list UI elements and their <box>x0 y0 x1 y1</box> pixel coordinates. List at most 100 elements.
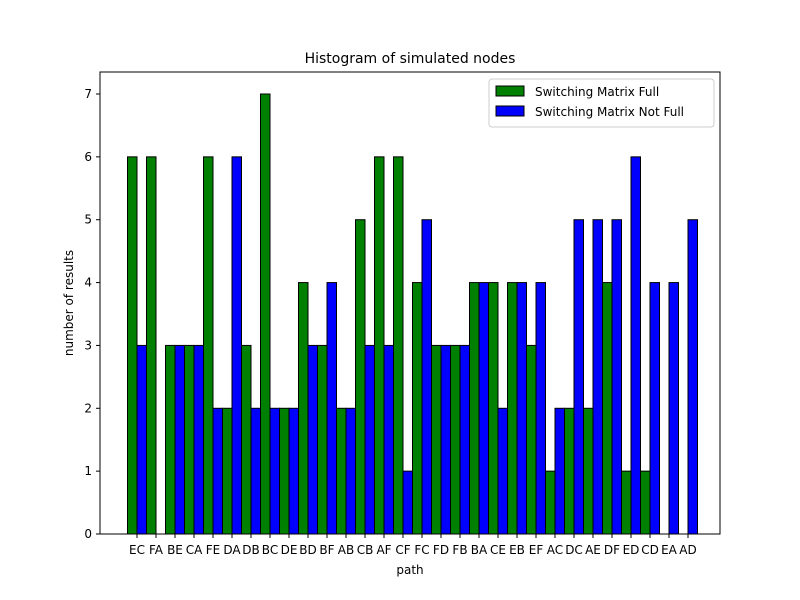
bar-not-full-dc <box>573 219 584 535</box>
x-tick-label-db: DB <box>242 543 259 557</box>
bar-full-df <box>602 282 613 535</box>
bar-full-ba <box>469 282 480 535</box>
legend-frame <box>488 78 715 128</box>
bar-not-full-ab <box>345 407 356 535</box>
bar-not-full-ae <box>592 219 603 535</box>
bar-not-full-bf <box>326 282 337 535</box>
y-axis-ticks: 0 1 2 3 4 5 6 7 <box>84 87 100 541</box>
x-tick-label-cf: CF <box>395 543 410 557</box>
bar-not-full-db <box>250 407 261 535</box>
chart-title: Histogram of simulated nodes <box>305 51 516 67</box>
y-tick-label: 4 <box>84 276 92 290</box>
x-tick-label-be: BE <box>167 543 183 557</box>
bar-full-cd <box>640 470 651 535</box>
x-axis-ticks: EC FA BE CA FE DA DB BC DE BD BF AB CB AF CF FC FD FB BA CE… <box>129 534 697 557</box>
bar-not-full-af <box>383 344 394 535</box>
x-tick-label-ba: BA <box>471 543 488 557</box>
x-tick-label-fd: FD <box>433 543 449 557</box>
bar-not-full-df <box>611 219 622 535</box>
x-tick-label-ef: EF <box>529 543 544 557</box>
y-tick-label: 2 <box>84 401 92 415</box>
bar-full-ae <box>583 407 594 535</box>
legend-label-full: Switching Matrix Full <box>535 85 659 99</box>
x-axis-title: path <box>396 563 423 577</box>
legend: Switching Matrix Full Switching Matrix N… <box>488 78 715 128</box>
x-tick-label-ad: AD <box>679 543 696 557</box>
bar-full-be <box>165 344 176 535</box>
bar-full-bc <box>260 93 271 535</box>
bar-not-full-fe <box>212 407 223 535</box>
bar-not-full-ec <box>136 344 147 535</box>
bar-not-full-bd <box>307 344 318 535</box>
bar-full-cf <box>393 156 404 535</box>
bar-full-de <box>279 407 290 535</box>
x-tick-label-de: DE <box>281 543 298 557</box>
bar-full-af <box>374 156 385 535</box>
bar-full-fc <box>412 282 423 535</box>
bar-not-full-bc <box>269 407 280 535</box>
bar-not-full-ad <box>687 219 698 535</box>
x-tick-label-ce: CE <box>490 543 506 557</box>
bar-full-ef <box>526 344 537 535</box>
bar-not-full-fd <box>440 344 451 535</box>
x-tick-label-ed: ED <box>623 543 640 557</box>
plot-area-frame <box>99 71 721 535</box>
bar-not-full-da <box>231 156 242 535</box>
bar-full-ec <box>127 156 138 535</box>
x-tick-label-dc: DC <box>565 543 583 557</box>
x-tick-label-cd: CD <box>641 543 659 557</box>
x-tick-label-fe: FE <box>206 543 220 557</box>
bar-full-fe <box>203 156 214 535</box>
bar-full-dc <box>564 407 575 535</box>
y-tick-label: 1 <box>84 464 92 478</box>
bar-full-ed <box>621 470 632 535</box>
x-tick-label-ca: CA <box>186 543 203 557</box>
bar-full-bf <box>317 344 328 535</box>
x-tick-label-eb: EB <box>509 543 525 557</box>
bar-not-full-cf <box>402 470 413 535</box>
legend-swatch-full <box>495 85 525 97</box>
bar-not-full-ed <box>630 156 641 535</box>
x-tick-label-fa: FA <box>149 543 164 557</box>
x-tick-label-ec: EC <box>129 543 145 557</box>
x-tick-label-bc: BC <box>262 543 278 557</box>
x-tick-label-ea: EA <box>661 543 678 557</box>
y-tick-label: 7 <box>84 87 92 101</box>
y-tick-label: 6 <box>84 150 92 164</box>
bar-not-full-fb <box>459 344 470 535</box>
y-tick-label: 0 <box>84 527 92 541</box>
x-tick-label-bd: BD <box>299 543 316 557</box>
bar-full-da <box>222 407 233 535</box>
bar-full-ac <box>545 470 556 535</box>
bar-full-fd <box>431 344 442 535</box>
bar-not-full-ac <box>554 407 565 535</box>
bar-not-full-fc <box>421 219 432 535</box>
x-tick-label-ae: AE <box>585 543 601 557</box>
bar-not-full-be <box>174 344 185 535</box>
x-tick-label-cb: CB <box>357 543 374 557</box>
bar-not-full-ea <box>668 282 679 535</box>
bar-full-bd <box>298 282 309 535</box>
bar-not-full-cd <box>649 282 660 535</box>
x-tick-label-da: DA <box>223 543 241 557</box>
bar-full-eb <box>507 282 518 535</box>
x-tick-label-fb: FB <box>452 543 467 557</box>
bar-not-full-ce <box>497 407 508 535</box>
bar-not-full-cb <box>364 344 375 535</box>
x-tick-label-ac: AC <box>547 543 563 557</box>
bar-full-cb <box>355 219 366 535</box>
y-tick-label: 3 <box>84 338 92 352</box>
bar-full-ce <box>488 282 499 535</box>
bar-full-fb <box>450 344 461 535</box>
bar-not-full-de <box>288 407 299 535</box>
legend-swatch-not-full <box>495 105 525 117</box>
x-tick-label-fc: FC <box>414 543 429 557</box>
y-axis-title: number of results <box>62 250 76 356</box>
bar-not-full-ef <box>535 282 546 535</box>
bar-full-fa <box>146 156 157 535</box>
bar-full-ab <box>336 407 347 535</box>
x-tick-label-af: AF <box>376 543 391 557</box>
bar-full-db <box>241 344 252 535</box>
x-tick-label-df: DF <box>604 543 620 557</box>
